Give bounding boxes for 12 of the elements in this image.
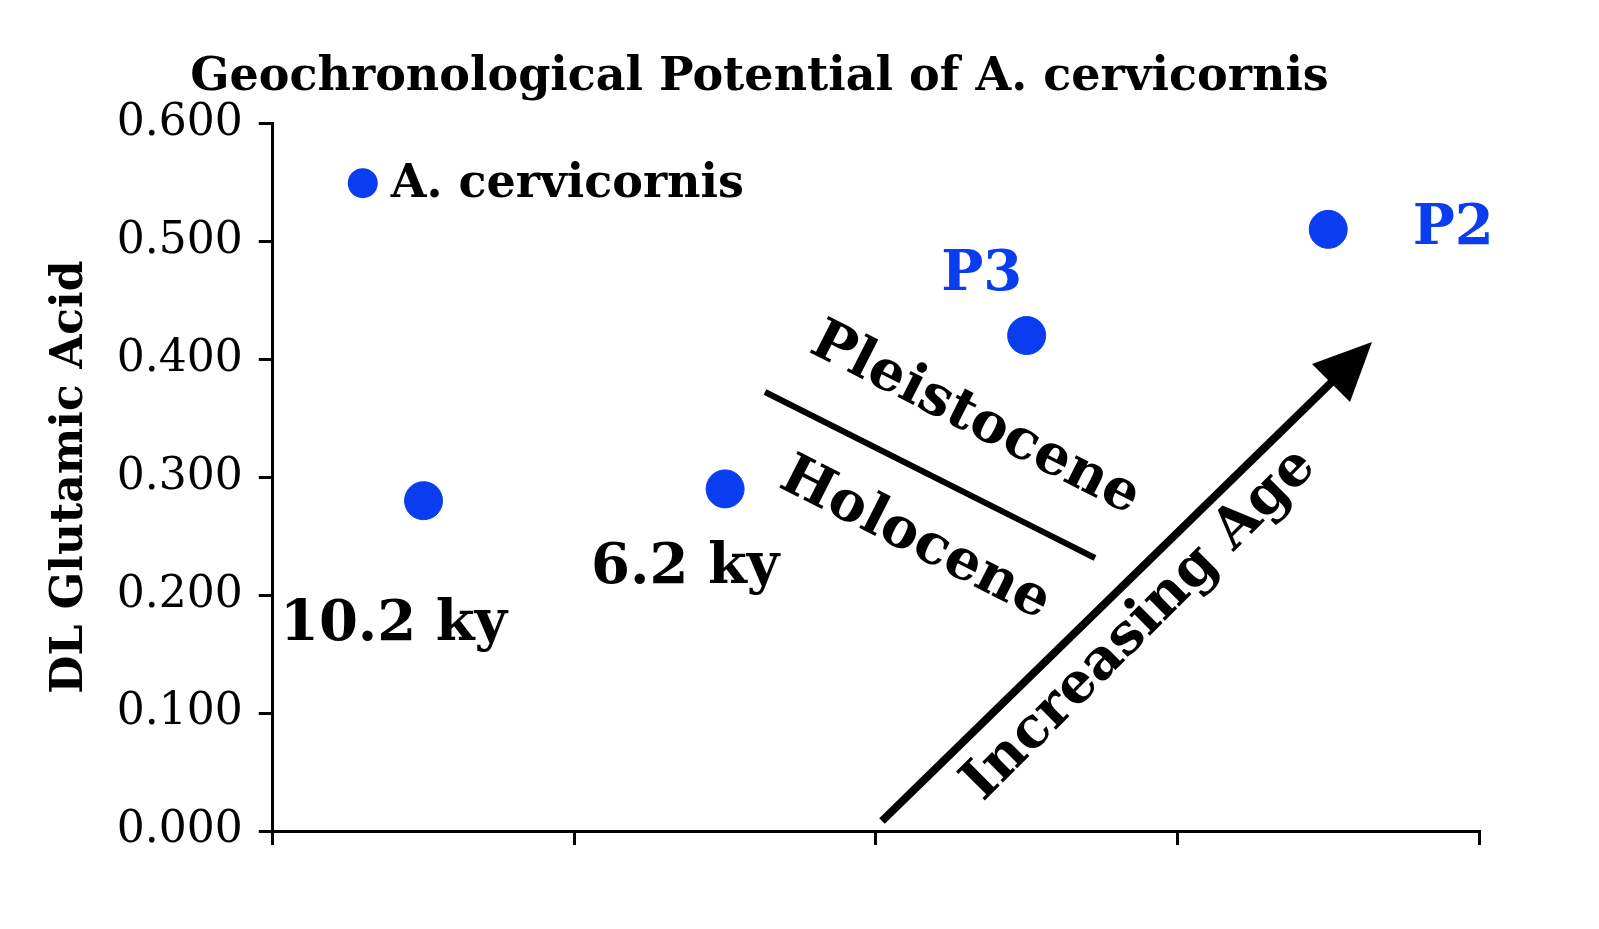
y-tick-label: 0.500 xyxy=(116,211,243,263)
y-tick-label: 0.100 xyxy=(116,683,243,735)
y-tick-label: 0.000 xyxy=(116,801,243,853)
y-tick-label: 0.300 xyxy=(116,447,243,499)
legend-label: A. cervicornis xyxy=(389,154,744,209)
y-tick-label: 0.400 xyxy=(116,329,243,381)
annotation: 10.2 ky xyxy=(279,587,509,654)
y-tick-label: 0.200 xyxy=(116,565,243,617)
annotation: P3 xyxy=(941,237,1023,304)
annotation: P2 xyxy=(1412,190,1494,257)
y-axis-title: DL Glutamic Acid xyxy=(40,260,92,694)
annotation: 6.2 ky xyxy=(590,530,781,597)
